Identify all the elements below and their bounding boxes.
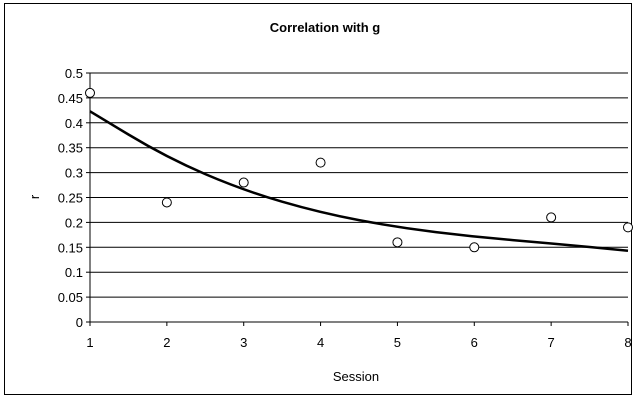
data-point [469, 242, 480, 253]
x-tick-label: 6 [471, 335, 478, 350]
y-tick-label: 0.2 [65, 215, 83, 230]
data-point [546, 212, 557, 223]
data-point [392, 237, 403, 248]
x-tick-label: 3 [240, 335, 247, 350]
chart-title: Correlation with g [270, 20, 381, 35]
y-tick-label: 0.15 [58, 240, 83, 255]
x-tick-label: 8 [624, 335, 631, 350]
y-tick-labels: 0 0.05 0.1 0.15 0.2 0.25 0.3 0.35 0.4 0.45 0.5 [58, 66, 83, 330]
data-point [315, 157, 326, 168]
y-tick-label: 0.5 [65, 66, 83, 81]
x-axis-label: Session [333, 369, 379, 384]
y-tick-label: 0 [76, 315, 83, 330]
chart-frame [4, 3, 632, 395]
grid-lines [86, 72, 629, 326]
x-tick-label: 7 [548, 335, 555, 350]
y-tick-label: 0.4 [65, 116, 83, 131]
x-tick-label: 2 [163, 335, 170, 350]
x-tick-labels: 1 2 3 4 5 6 7 8 [86, 335, 631, 350]
x-tick-label: 4 [317, 335, 324, 350]
data-point [238, 177, 249, 188]
data-points [85, 87, 633, 253]
data-point [623, 222, 633, 233]
y-tick-label: 0.1 [65, 265, 83, 280]
data-point [85, 87, 95, 98]
x-tick-label: 1 [86, 335, 93, 350]
y-tick-label: 0.05 [58, 290, 83, 305]
y-axis-label: r [27, 194, 42, 199]
y-tick-label: 0.45 [58, 91, 83, 106]
y-tick-label: 0.25 [58, 191, 83, 206]
y-tick-label: 0.3 [65, 166, 83, 181]
trendline [89, 110, 629, 253]
data-point [161, 197, 172, 208]
x-tick-label: 5 [394, 335, 401, 350]
y-tick-label: 0.35 [58, 141, 83, 156]
